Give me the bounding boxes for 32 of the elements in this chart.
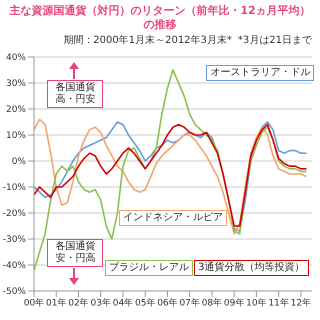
y-tick-label: 20% [6,105,26,116]
y-tick-label: 0% [12,157,26,168]
y-tick-label: 30% [6,79,26,90]
x-tick-label: 12年 [290,297,312,308]
x-tick-label: 05年 [134,297,156,308]
x-tick-label: 07年 [179,297,200,308]
text: *3月は21日まで [238,34,312,47]
x-tick-label: 03年 [90,297,111,308]
text: ブラジル・レアル [105,260,194,276]
text: 3通貨分散（均等投資） [194,260,308,276]
x-tick-label: 11年 [268,297,289,308]
x-tick-label: 01年 [46,297,66,308]
annotation: 各国通貨高・円安 [47,80,104,108]
annotation: 各国通貨安・円高 [47,239,104,267]
y-tick-label: -30% [2,235,26,246]
text: オーストラリア・ドル [206,64,314,81]
x-tick-label: 06年 [157,297,178,308]
y-tick-label: -10% [2,183,26,194]
x-tick-label: 04年 [112,297,134,308]
x-tick-label: 09年 [224,297,244,308]
x-tick-label: 02年 [68,297,89,308]
y-tick-label: -20% [2,209,26,220]
chart-title: 主な資源国通貨（対円）のリターン（前年比・12ヵ月平均）の推移 [8,3,312,32]
series-label: インドネシア・ルピア [119,210,228,226]
y-tick-label: -50% [2,287,26,298]
x-tick-label: 00年 [24,297,44,308]
x-tick-label: 10年 [246,297,267,308]
y-tick-label: 10% [6,131,26,142]
y-tick-label: -40% [2,261,26,272]
x-tick-label: 08年 [202,297,222,308]
chart-subtitle: 期間：2000年1月末～2012年3月末* [63,34,232,47]
y-tick-label: 40% [6,53,26,64]
